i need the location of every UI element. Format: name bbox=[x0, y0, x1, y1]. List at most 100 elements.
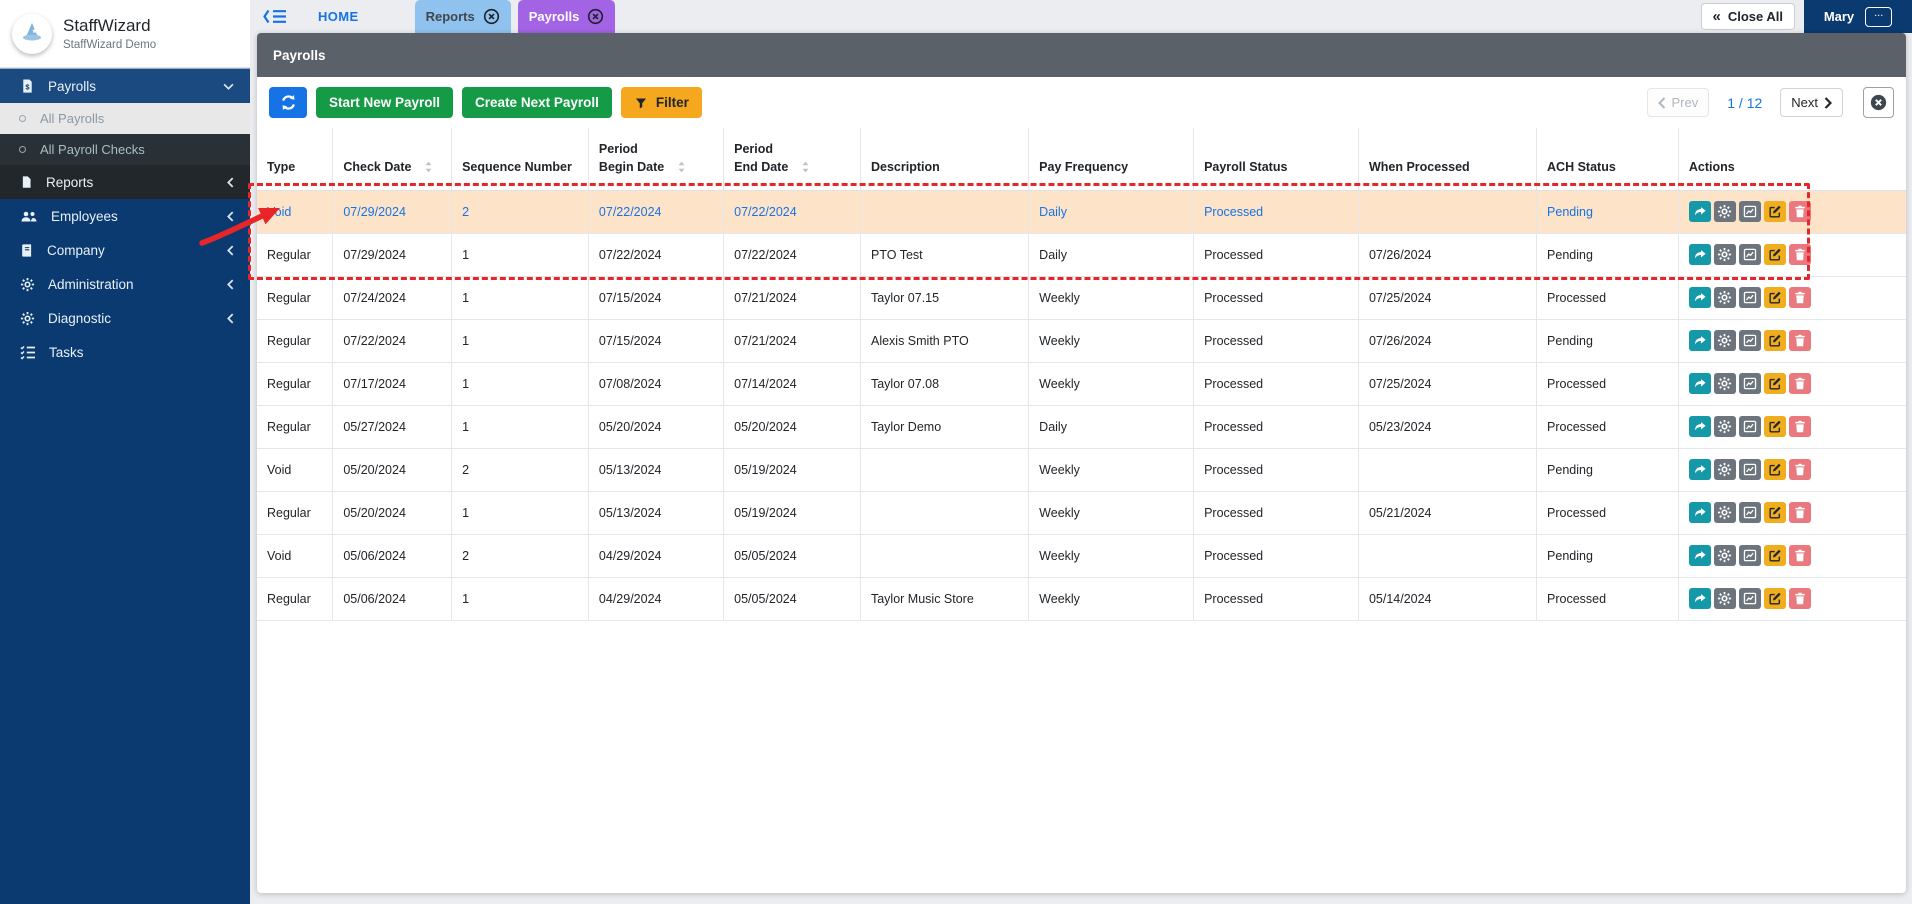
start-new-payroll-button[interactable]: Start New Payroll bbox=[316, 87, 454, 118]
prev-page-button[interactable]: Prev bbox=[1646, 88, 1710, 117]
settings-button[interactable] bbox=[1713, 502, 1736, 523]
settings-button[interactable] bbox=[1713, 545, 1736, 566]
refresh-button[interactable] bbox=[269, 87, 307, 118]
chart-button[interactable] bbox=[1738, 459, 1761, 480]
chevron-down-icon bbox=[223, 83, 234, 90]
sidebar-item-diagnostic[interactable]: Diagnostic bbox=[0, 301, 250, 335]
delete-button[interactable] bbox=[1788, 287, 1811, 308]
action-buttons bbox=[1688, 330, 1896, 351]
sidebar-item-employees[interactable]: Employees bbox=[0, 199, 250, 233]
chart-button[interactable] bbox=[1738, 545, 1761, 566]
column-header-line: Period bbox=[598, 142, 638, 157]
edit-button[interactable] bbox=[1763, 244, 1786, 265]
share-button[interactable] bbox=[1688, 201, 1711, 222]
chart-icon bbox=[1743, 291, 1757, 304]
edit-button[interactable] bbox=[1763, 373, 1786, 394]
sidebar-item-all-payroll-checks[interactable]: All Payroll Checks bbox=[0, 134, 250, 165]
cell-sequence-number: 1 bbox=[451, 577, 589, 621]
next-page-button[interactable]: Next bbox=[1780, 88, 1843, 117]
tab-reports[interactable]: Reports bbox=[414, 0, 511, 33]
settings-button[interactable] bbox=[1713, 244, 1736, 265]
edit-button[interactable] bbox=[1763, 416, 1786, 437]
share-button[interactable] bbox=[1688, 330, 1711, 351]
chart-button[interactable] bbox=[1738, 502, 1761, 523]
edit-button[interactable] bbox=[1763, 330, 1786, 351]
delete-button[interactable] bbox=[1788, 201, 1811, 222]
user-menu-button[interactable]: ... bbox=[1865, 6, 1893, 27]
sidebar-item-administration[interactable]: Administration bbox=[0, 267, 250, 301]
chart-button[interactable] bbox=[1738, 330, 1761, 351]
cell-description: Alexis Smith PTO bbox=[860, 319, 1030, 363]
settings-button[interactable] bbox=[1713, 287, 1736, 308]
cell-payroll-status: Processed bbox=[1193, 362, 1359, 406]
edit-button[interactable] bbox=[1763, 545, 1786, 566]
edit-button[interactable] bbox=[1763, 588, 1786, 609]
main-area: HOME Reports Payrolls « Close All Mary ..… bbox=[250, 0, 1912, 904]
share-button[interactable] bbox=[1688, 287, 1711, 308]
settings-button[interactable] bbox=[1713, 416, 1736, 437]
share-button[interactable] bbox=[1688, 459, 1711, 480]
share-button[interactable] bbox=[1688, 588, 1711, 609]
cell-type: Regular bbox=[257, 491, 334, 535]
chart-button[interactable] bbox=[1738, 416, 1761, 437]
settings-button[interactable] bbox=[1713, 588, 1736, 609]
delete-button[interactable] bbox=[1788, 416, 1811, 437]
close-panel-button[interactable] bbox=[1863, 87, 1894, 118]
edit-button[interactable] bbox=[1763, 459, 1786, 480]
tab-payrolls[interactable]: Payrolls bbox=[517, 0, 616, 33]
delete-button[interactable] bbox=[1788, 459, 1811, 480]
settings-button[interactable] bbox=[1713, 459, 1736, 480]
cell-actions bbox=[1678, 491, 1906, 535]
edit-button[interactable] bbox=[1763, 287, 1786, 308]
sidebar-item-reports[interactable]: Reports bbox=[0, 165, 250, 199]
delete-button[interactable] bbox=[1788, 330, 1811, 351]
sidebar-item-company[interactable]: Company bbox=[0, 233, 250, 267]
tab-home[interactable]: HOME bbox=[318, 9, 359, 24]
cell-type: Regular bbox=[257, 577, 334, 621]
cell-check-date: 05/27/2024 bbox=[332, 405, 453, 449]
sidebar-collapse-icon[interactable] bbox=[263, 9, 287, 24]
cell-check-date: 07/29/2024 bbox=[332, 190, 453, 234]
trash-icon bbox=[1794, 420, 1806, 433]
share-button[interactable] bbox=[1688, 416, 1711, 437]
edit-button[interactable] bbox=[1763, 201, 1786, 222]
cell-period-end-date: 07/22/2024 bbox=[723, 190, 861, 234]
chart-button[interactable] bbox=[1738, 244, 1761, 265]
cell-check-date: 07/29/2024 bbox=[332, 233, 453, 277]
share-button[interactable] bbox=[1688, 502, 1711, 523]
settings-button[interactable] bbox=[1713, 330, 1736, 351]
column-header-sequence-number: Sequence Number bbox=[451, 128, 589, 191]
filter-button[interactable]: Filter bbox=[620, 87, 702, 118]
chart-icon bbox=[1743, 248, 1757, 261]
chart-button[interactable] bbox=[1738, 287, 1761, 308]
delete-button[interactable] bbox=[1788, 373, 1811, 394]
chart-button[interactable] bbox=[1738, 373, 1761, 394]
sort-icon bbox=[677, 161, 686, 173]
delete-button[interactable] bbox=[1788, 545, 1811, 566]
share-button[interactable] bbox=[1688, 244, 1711, 265]
share-button[interactable] bbox=[1688, 373, 1711, 394]
edit-button[interactable] bbox=[1763, 502, 1786, 523]
user-name[interactable]: Mary bbox=[1823, 9, 1855, 24]
sidebar-item-payrolls[interactable]: $ Payrolls bbox=[0, 68, 250, 103]
share-button[interactable] bbox=[1688, 545, 1711, 566]
create-next-payroll-button[interactable]: Create Next Payroll bbox=[462, 87, 612, 118]
delete-button[interactable] bbox=[1788, 244, 1811, 265]
settings-button[interactable] bbox=[1713, 373, 1736, 394]
settings-button[interactable] bbox=[1713, 201, 1736, 222]
cell-period-end-date: 07/21/2024 bbox=[723, 276, 861, 320]
sidebar-item-all-payrolls[interactable]: All Payrolls bbox=[0, 103, 250, 134]
chart-button[interactable] bbox=[1738, 588, 1761, 609]
column-header-period-begin-date[interactable]: Period Begin Date bbox=[588, 128, 725, 191]
column-header-period-end-date[interactable]: Period End Date bbox=[723, 128, 861, 191]
brand: StaffWizard StaffWizard Demo bbox=[0, 0, 250, 68]
invoice-dollar-icon: $ bbox=[20, 78, 35, 94]
sidebar-item-tasks[interactable]: Tasks bbox=[0, 335, 250, 369]
share-icon bbox=[1693, 248, 1707, 261]
chart-button[interactable] bbox=[1738, 201, 1761, 222]
column-header-check-date[interactable]: Check Date bbox=[332, 128, 453, 191]
cell-type: Regular bbox=[257, 362, 334, 406]
close-all-button[interactable]: « Close All bbox=[1700, 3, 1795, 30]
delete-button[interactable] bbox=[1788, 502, 1811, 523]
delete-button[interactable] bbox=[1788, 588, 1811, 609]
